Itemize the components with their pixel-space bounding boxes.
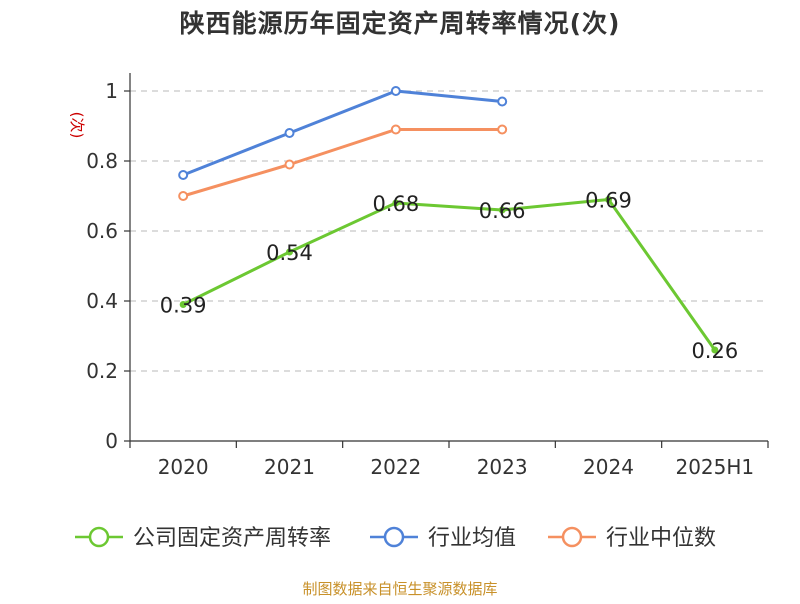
y-tick-label: 0.6 <box>86 219 118 243</box>
legend-label: 公司固定资产周转率 <box>133 526 331 551</box>
series-point <box>284 128 295 138</box>
series-point <box>390 124 401 135</box>
series-point <box>286 248 293 256</box>
series-point <box>392 199 400 207</box>
series-line-2 <box>182 128 503 198</box>
x-tick-label: 2020 <box>158 455 209 479</box>
series-point <box>284 159 295 170</box>
legend-label: 行业均值 <box>428 526 516 551</box>
series-point <box>179 301 187 308</box>
series-line-0 <box>182 198 717 351</box>
legend-marker <box>561 526 583 548</box>
legend-marker <box>383 526 405 548</box>
series-point <box>498 206 506 214</box>
legend-label: 行业中位数 <box>606 526 716 551</box>
series-point <box>178 170 189 180</box>
series-point <box>390 86 401 96</box>
x-tick-label: 2025H1 <box>675 455 754 479</box>
series-point <box>605 196 612 203</box>
data-label: 0.54 <box>266 241 313 265</box>
data-label: 0.68 <box>372 192 419 216</box>
chart-title: 陕西能源历年固定资产周转率情况(次) <box>179 9 621 38</box>
x-tick-label: 2022 <box>370 455 421 479</box>
y-tick-label: 0.4 <box>86 289 118 313</box>
series-point <box>497 124 508 135</box>
data-label: 0.39 <box>160 294 207 318</box>
data-label: 0.69 <box>585 189 632 213</box>
x-tick-label: 2024 <box>583 455 634 479</box>
series-line-1 <box>182 89 503 177</box>
data-label: 0.26 <box>691 339 738 363</box>
x-tick-label: 2023 <box>477 455 528 479</box>
data-source-footer: 制图数据来自恒生聚源数据库 <box>302 580 498 598</box>
legend-marker <box>88 526 110 548</box>
series-point <box>497 96 508 107</box>
y-tick-label: 0.2 <box>86 359 118 383</box>
data-label: 0.66 <box>479 199 526 223</box>
y-tick-label: 0.8 <box>86 149 118 173</box>
y-tick-label: 1 <box>105 79 118 103</box>
series-point <box>178 191 189 201</box>
y-axis-title: (次) <box>68 112 86 139</box>
x-tick-label: 2021 <box>264 455 315 479</box>
series-point <box>711 346 719 354</box>
y-tick-label: 0 <box>105 429 118 453</box>
